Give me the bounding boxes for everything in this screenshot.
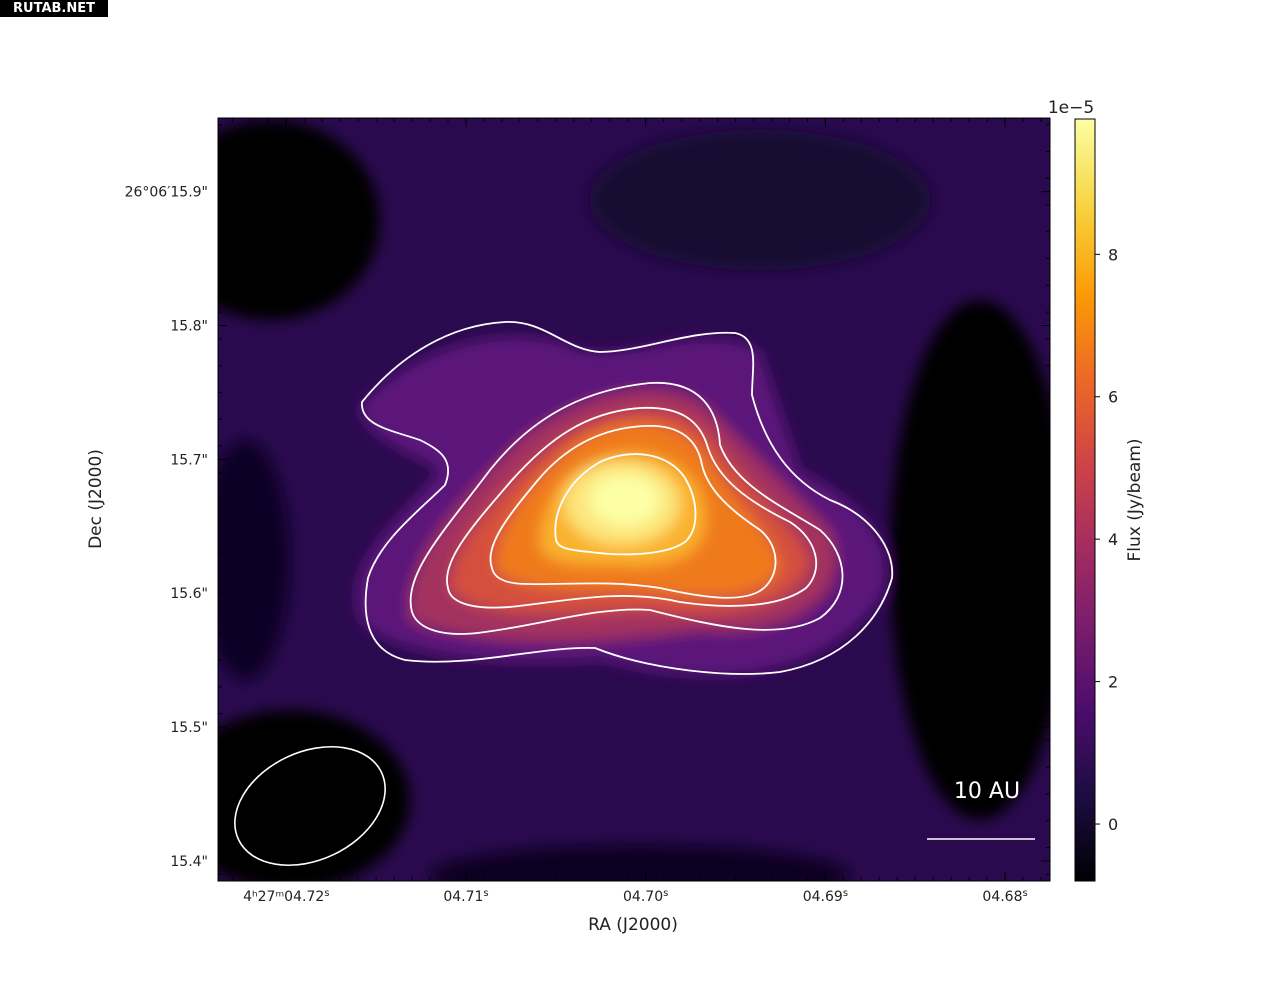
y-tick-label: 15.4": [170, 854, 208, 870]
x-axis-label: RA (J2000): [588, 915, 678, 935]
contours: [361, 321, 894, 675]
x-tick-label: 04.68s: [982, 888, 1027, 905]
y-tick-label: 15.6": [170, 586, 208, 602]
colorbar-tick-label: 0: [1108, 815, 1118, 834]
scale-bar: 10 AU: [927, 779, 1035, 840]
watermark: RUTAB.NET: [0, 0, 108, 17]
colorbar-tick-label: 2: [1108, 673, 1118, 692]
colorbar-label: Flux (Jy/beam): [1125, 438, 1145, 561]
y-tick-label: 15.8": [170, 318, 208, 334]
x-axis: 4ʰ27ᵐ04.72s 04.71s 04.70s 04.69s 04.68s: [231, 118, 1042, 905]
colorbar-tick-label: 6: [1108, 388, 1118, 407]
colorbar-tick-label: 8: [1108, 245, 1118, 264]
colorbar: 0 2 4 6 8 1e−5 Flux (Jy/beam): [1048, 98, 1145, 882]
x-tick-label: 04.70s: [623, 888, 668, 905]
y-tick-label: 26°06′15.9": [125, 185, 208, 201]
flux-map: [218, 118, 1050, 881]
colorbar-tick-label: 4: [1108, 530, 1118, 549]
colorbar-ticks: 0 2 4 6 8: [1095, 245, 1118, 834]
x-tick-label: 4ʰ27ᵐ04.72s: [243, 888, 329, 905]
y-tick-label: 15.5": [170, 720, 208, 736]
colorbar-gradient: [1074, 118, 1096, 882]
x-tick-label: 04.71s: [443, 888, 488, 905]
contour-level-2: [409, 382, 844, 635]
contour-level-1: [361, 321, 894, 675]
contour-level-3: [446, 406, 818, 609]
x-tick-label: 04.69s: [803, 888, 848, 905]
beam-ellipse: [234, 745, 386, 867]
y-axis: 26°06′15.9" 15.8" 15.7" 15.6" 15.5" 15.4": [125, 124, 1050, 875]
scale-bar-label: 10 AU: [954, 779, 1020, 804]
contour-level-5: [554, 453, 697, 556]
y-axis-label: Dec (J2000): [86, 449, 106, 549]
colorbar-scale-label: 1e−5: [1048, 98, 1094, 118]
contour-level-4: [489, 425, 777, 599]
y-tick-label: 15.7": [170, 452, 208, 468]
